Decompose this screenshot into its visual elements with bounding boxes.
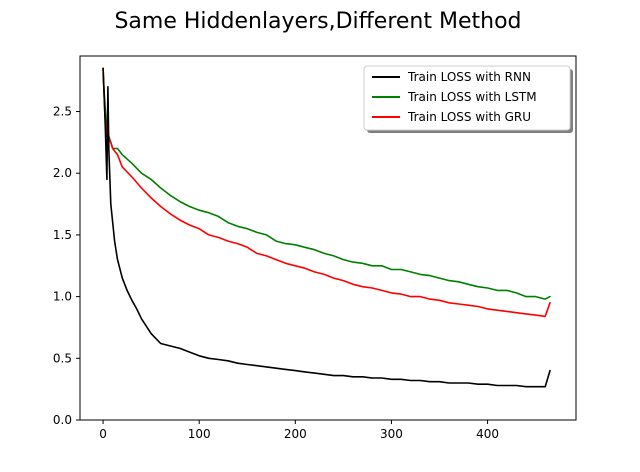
y-tick-label: 1.0 [53, 290, 72, 304]
y-tick-label: 2.5 [53, 105, 72, 119]
plot-area [79, 55, 577, 421]
chart-title: Same Hiddenlayers,Different Method [114, 9, 521, 34]
y-tick-label: 2.0 [53, 166, 72, 180]
legend-label-rnn: Train LOSS with RNN [407, 70, 531, 84]
x-tick-label: 300 [380, 427, 403, 441]
legend-entries: Train LOSS with RNN Train LOSS with LSTM T… [372, 70, 537, 124]
x-tick-label: 400 [476, 427, 499, 441]
plot-frame [79, 55, 577, 421]
x-axis: 0 100 200 300 400 [99, 420, 499, 441]
legend: Train LOSS with RNN Train LOSS with LSTM T… [363, 65, 573, 133]
legend-box [363, 65, 571, 131]
series-line-gru [102, 67, 551, 318]
y-axis: 0.0 0.5 1.0 1.5 2.0 2.5 [53, 105, 80, 427]
y-tick-label: 0.5 [53, 351, 72, 365]
y-tick-label: 1.5 [53, 228, 72, 242]
x-tick-label: 100 [188, 427, 211, 441]
legend-label-lstm: Train LOSS with LSTM [407, 90, 537, 104]
y-tick-label: 0.0 [53, 413, 72, 427]
legend-label-gru: Train LOSS with GRU [407, 110, 531, 124]
series-lines [102, 67, 551, 388]
x-tick-label: 0 [99, 427, 107, 441]
series-line-rnn [102, 67, 551, 388]
series-line-lstm [102, 73, 551, 300]
x-tick-label: 200 [284, 427, 307, 441]
